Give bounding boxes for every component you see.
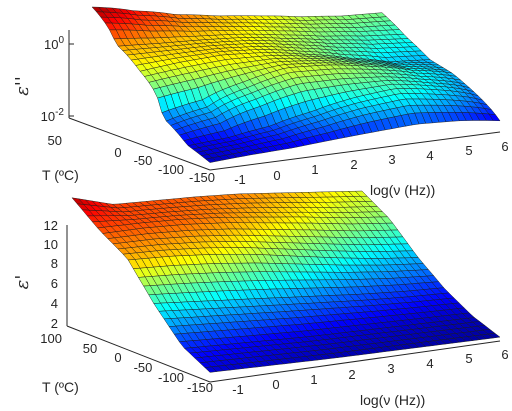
surface-patch (488, 113, 501, 122)
y-tick-label-bottom-2: 0 (114, 350, 121, 365)
x-tick-label-bottom-7: 6 (501, 347, 508, 362)
z-axis-label-top: ε'' (12, 76, 33, 96)
x-axis-line-bottom (209, 340, 501, 383)
y-tick-label-top-4: -150 (189, 170, 215, 185)
y-tick-label-bottom-1: 50 (83, 341, 97, 356)
y-tick-label-bottom-0: 100 (40, 331, 62, 346)
x-tick-label-bottom-5: 4 (426, 356, 433, 371)
surface-patch (487, 332, 501, 339)
x-tick-label-top-4: 3 (388, 152, 395, 167)
x-tick-label-top-5: 4 (426, 148, 433, 163)
x-tick-label-top-6: 5 (465, 143, 472, 158)
z-tick-label-bottom-1: 4 (51, 296, 58, 311)
y-tick-label-top-0: 50 (48, 133, 62, 148)
x-tick-label-top-0: -1 (234, 172, 246, 187)
x-axis-line-top (209, 131, 501, 171)
x-tick-label-top-7: 6 (501, 139, 508, 154)
y-tick-label-top-1: 0 (114, 145, 121, 160)
x-tick-label-top-1: 0 (273, 168, 280, 183)
z-tick-label-top-1: 10-2 (41, 107, 65, 124)
y-tick-label-bottom-4: -100 (158, 370, 184, 385)
x-tick-label-bottom-0: -1 (232, 382, 244, 397)
y-tick-label-bottom-5: -150 (187, 380, 213, 395)
x-tick-label-bottom-1: 0 (272, 377, 279, 392)
chart-eps-real: 2 4 6 8 10 12 100 50 0 -50 -100 -150 -1 … (12, 190, 509, 408)
z-tick-label-bottom-2: 6 (51, 276, 58, 291)
y-tick-label-top-3: -100 (158, 162, 184, 177)
z-tick-label-bottom-0: 2 (51, 316, 58, 331)
y-axis-label-top: T (ºC) (42, 167, 79, 183)
z-tick-label-top-0: 100 (44, 35, 64, 52)
y-axis-line-bottom (66, 325, 211, 383)
z-tick-label-bottom-3: 8 (51, 256, 58, 271)
x-tick-label-bottom-3: 2 (348, 367, 355, 382)
x-tick-label-top-3: 2 (350, 157, 357, 172)
x-tick-label-bottom-2: 1 (310, 372, 317, 387)
x-tick-label-bottom-4: 3 (387, 361, 394, 376)
surface-eps-real (71, 190, 501, 373)
z-tick-label-bottom-5: 12 (44, 218, 58, 233)
x-tick-label-bottom-6: 5 (465, 351, 472, 366)
z-axis-label-bottom: ε' (12, 275, 33, 290)
y-axis-label-bottom: T (ºC) (42, 379, 79, 395)
y-axis-line-top (68, 117, 211, 171)
x-axis-label-top: log(ν (Hz)) (370, 182, 435, 198)
surface-eps-loss (91, 6, 501, 163)
x-axis-label-bottom: log(ν (Hz)) (360, 392, 425, 408)
y-tick-label-bottom-3: -50 (134, 360, 153, 375)
chart-eps-loss: 100 10-2 50 0 -50 -100 -150 -1 0 1 2 3 4… (12, 6, 509, 198)
x-tick-label-top-2: 1 (311, 162, 318, 177)
z-tick-label-bottom-4: 10 (44, 237, 58, 252)
y-tick-label-top-2: -50 (134, 153, 153, 168)
